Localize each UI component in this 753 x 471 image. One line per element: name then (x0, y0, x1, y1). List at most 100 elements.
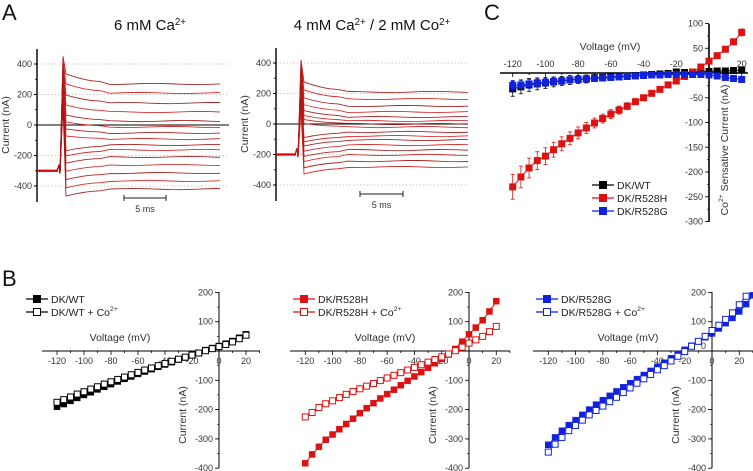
data-point (509, 183, 517, 191)
x-tick-label: 20 (241, 356, 251, 366)
data-point-open (688, 342, 696, 350)
y-tick-label: 0 (27, 120, 32, 130)
data-point-open (572, 421, 580, 429)
data-point-open (647, 370, 655, 378)
data-point-open (175, 355, 182, 363)
x-tick-label: -100 (567, 356, 585, 366)
current-trace (276, 86, 469, 158)
data-point (631, 98, 639, 106)
data-point-open (329, 397, 337, 405)
current-trace (276, 93, 469, 158)
data-point-open (67, 393, 74, 401)
y-axis-label: Current (nA) (670, 386, 682, 444)
x-tick-label: -120 (539, 356, 557, 366)
y-tick-label: -300 (685, 217, 703, 227)
y-axis-label: Current (nA) (239, 95, 251, 153)
data-point (472, 324, 480, 331)
data-point (640, 94, 648, 102)
data-point (517, 173, 525, 181)
y-tick-label: -250 (685, 192, 703, 202)
y-tick-label: -200 (195, 405, 213, 415)
data-point-open (215, 343, 223, 351)
data-point (418, 368, 425, 376)
y-tick-label: 0 (266, 119, 271, 129)
data-point-open (121, 373, 128, 381)
data-point-open (667, 357, 675, 365)
data-point (697, 70, 705, 78)
data-point-open (370, 380, 377, 388)
data-point-open (301, 413, 309, 421)
x-tick-label: -60 (381, 356, 394, 366)
data-point (493, 297, 500, 305)
current-trace (37, 63, 221, 174)
x-tick-label: 20 (734, 356, 744, 366)
x-tick-label: -120 (504, 59, 522, 69)
legend-marker (599, 181, 607, 189)
x-axis-label: Voltage (mV) (355, 332, 416, 344)
data-point-open (451, 347, 459, 355)
data-point-open (708, 326, 716, 334)
data-point-open (322, 400, 330, 408)
x-axis-label: Voltage (mV) (598, 332, 659, 344)
data-point-open (242, 331, 250, 339)
data-point (672, 77, 680, 85)
y-tick-label: 100 (448, 317, 463, 327)
x-tick-label: 20 (491, 356, 501, 366)
data-point (336, 425, 343, 433)
data-point-open (742, 292, 750, 300)
data-point-open (681, 348, 689, 356)
y-axis-label: Current (nA) (0, 96, 12, 154)
data-point (738, 75, 746, 83)
x-tick-label: -80 (104, 356, 117, 366)
data-point (397, 382, 405, 389)
y-tick-label: -200 (688, 405, 706, 415)
data-point-open (308, 409, 316, 417)
data-point (705, 57, 713, 65)
data-point-open (53, 398, 61, 406)
data-point-open (431, 355, 439, 363)
x-tick-label: -120 (296, 356, 314, 366)
x-tick-label: -80 (353, 356, 366, 366)
x-tick-label: -20 (670, 59, 683, 69)
data-point (721, 45, 729, 53)
data-point (599, 115, 607, 123)
data-point-open (195, 349, 203, 357)
x-tick-label: 0 (466, 356, 471, 366)
current-trace (37, 59, 221, 174)
data-point (599, 396, 607, 404)
data-point (656, 85, 664, 93)
data-point-open (417, 361, 425, 369)
y-tick-label: 400 (256, 58, 271, 68)
y-axis-label: Current (nA) (427, 386, 439, 444)
data-point-open (633, 379, 641, 387)
data-point-open (619, 389, 627, 397)
legend-label: DK/R528G (617, 206, 668, 218)
data-point-open (202, 347, 209, 355)
data-point-open (161, 360, 169, 368)
data-point-open (715, 321, 723, 329)
y-tick-label: -200 (253, 150, 271, 160)
legend-label: DK/R528H (617, 193, 667, 205)
y-tick-label: -100 (685, 118, 703, 128)
data-point (591, 74, 598, 82)
legend-marker (543, 308, 551, 316)
legend-marker (300, 295, 308, 303)
current-trace (276, 83, 469, 158)
data-point (574, 129, 582, 137)
data-point (730, 38, 738, 46)
data-point (582, 75, 590, 83)
data-point-open (438, 353, 446, 361)
legend-marker (599, 207, 607, 215)
legend-marker (300, 308, 308, 316)
data-point-open (100, 380, 108, 388)
data-point-open (626, 384, 634, 392)
y-tick-label: -400 (445, 463, 463, 471)
data-point-open (735, 301, 743, 309)
y-tick-label: 200 (256, 89, 271, 99)
current-trace (37, 56, 221, 174)
data-point-open (349, 387, 357, 395)
data-point (680, 70, 688, 78)
